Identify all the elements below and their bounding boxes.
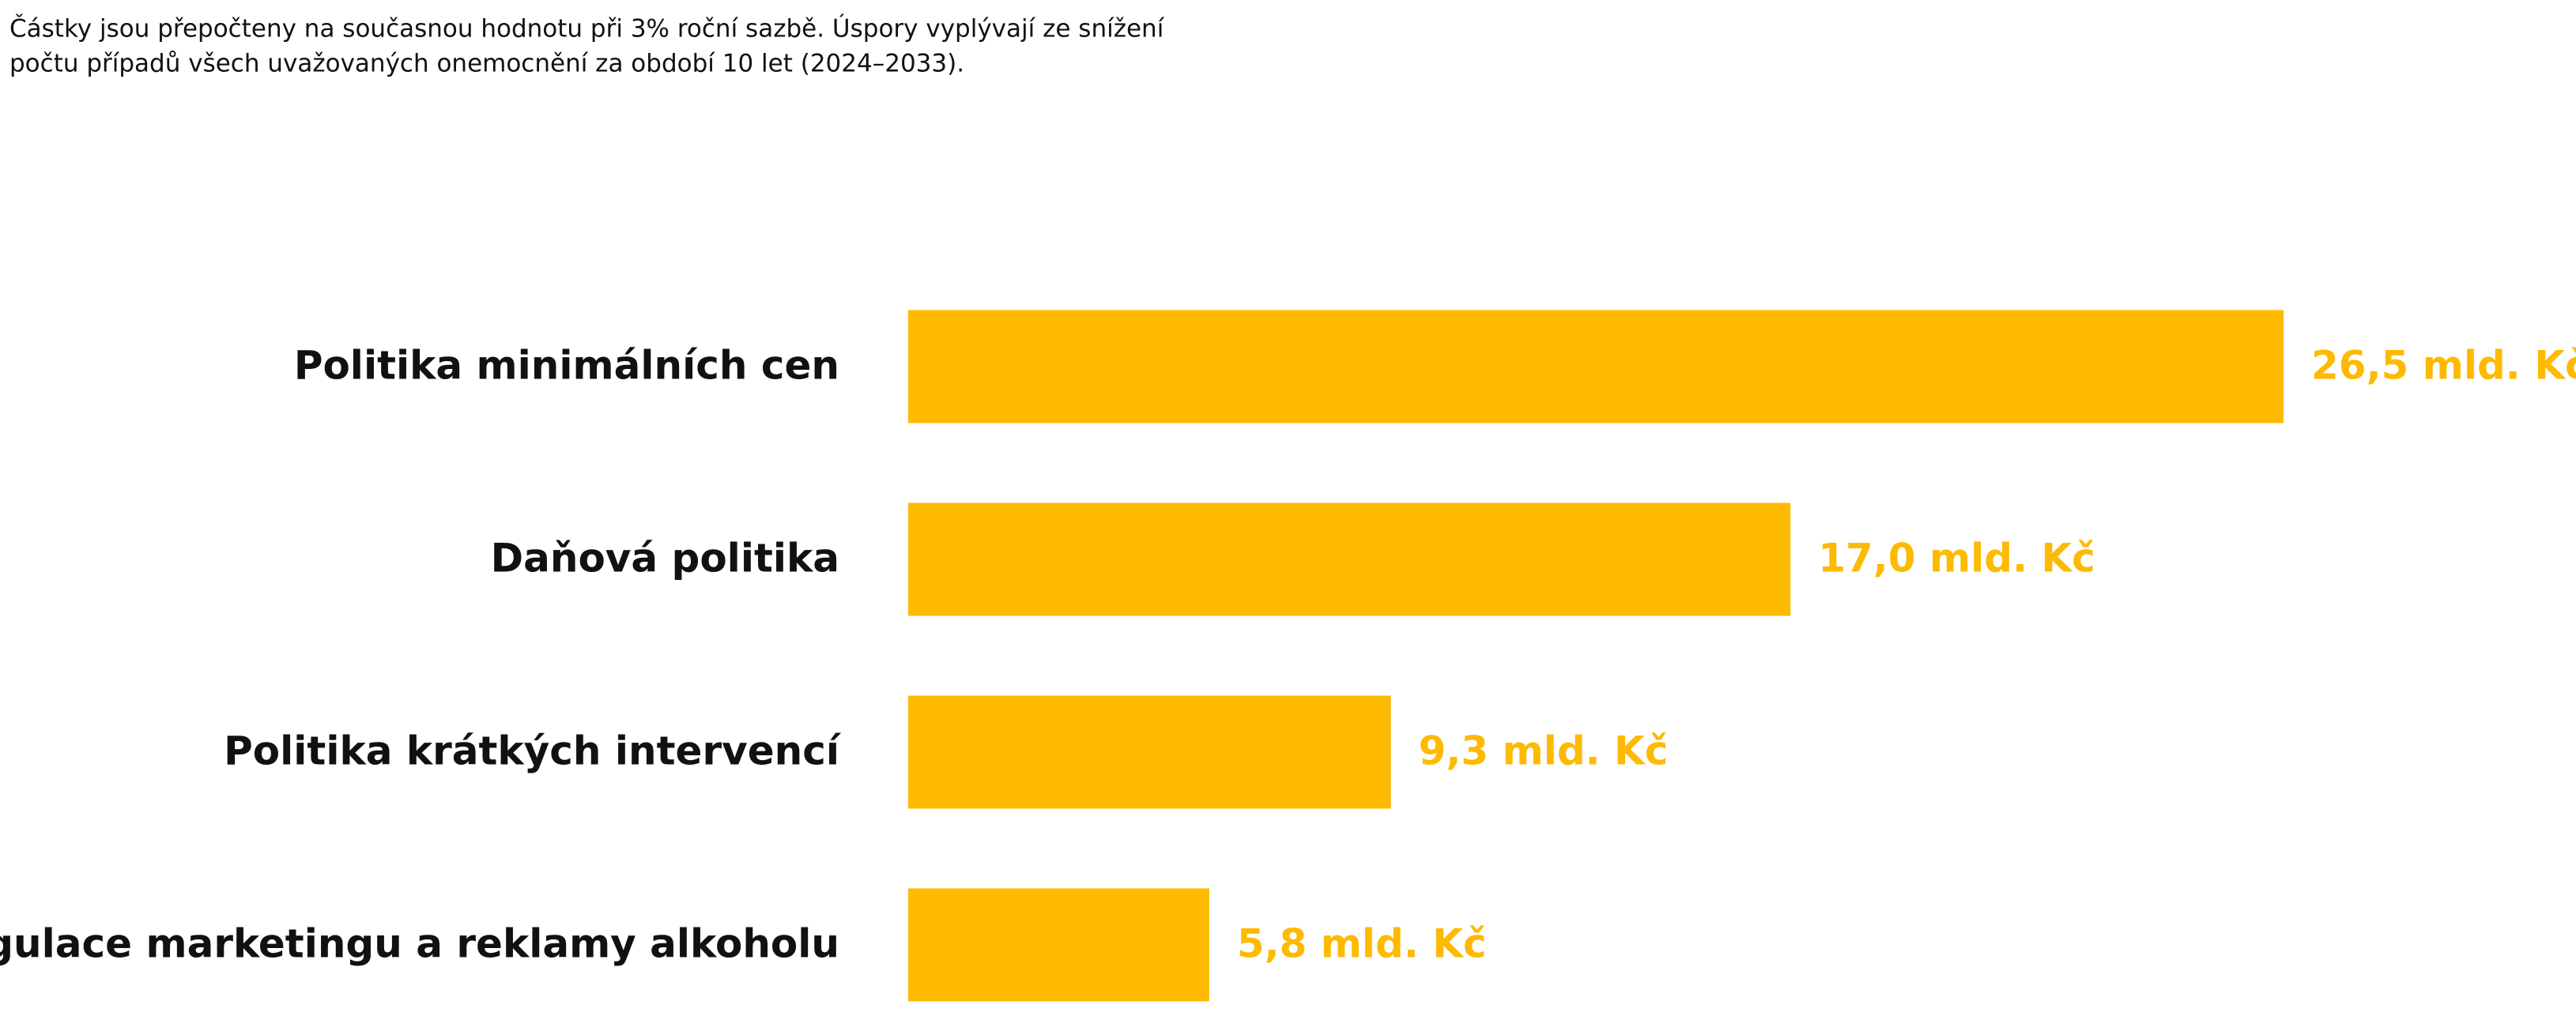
category-label: Regulace marketingu a reklamy alkoholu: [0, 921, 839, 967]
value-label: 17,0 mld. Kč: [1818, 536, 2095, 581]
bar: [908, 502, 1791, 616]
bar: [908, 888, 1209, 1002]
note-line: Částky jsou přepočteny na současnou hodn…: [9, 14, 1165, 43]
category-label: Politika minimálních cen: [294, 343, 839, 389]
value-label: 5,8 mld. Kč: [1237, 921, 1487, 967]
value-label: 9,3 mld. Kč: [1419, 728, 1669, 774]
category-label: Daňová politika: [491, 536, 839, 581]
category-label: Politika krátkých intervencí: [224, 728, 842, 774]
bar: [908, 310, 2284, 423]
value-label: 26,5 mld. Kč: [2311, 343, 2576, 389]
bar: [908, 695, 1391, 809]
note-line: počtu případů všech uvažovaných onemocně…: [9, 50, 964, 78]
